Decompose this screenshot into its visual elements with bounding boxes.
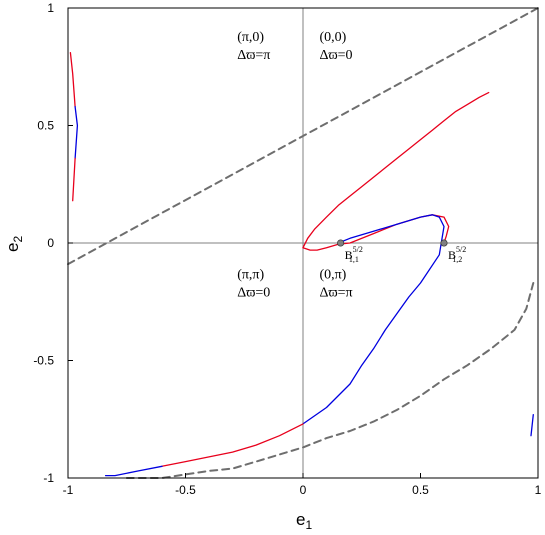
series-line-5 <box>104 465 163 477</box>
y-tick-label-1: -1 <box>43 471 54 485</box>
series-line-9 <box>530 413 534 437</box>
region-annotation-4-line-2: Δϖ=π <box>319 285 352 300</box>
x-tick-label-5: 1 <box>535 483 542 497</box>
series-line-7 <box>74 106 79 160</box>
x-axis-label: e1 <box>296 510 312 532</box>
x-tick-label-2: -0.5 <box>175 483 196 497</box>
region-annotation-3-line-2: Δϖ=0 <box>237 285 270 300</box>
region-annotation-3-line-1: (π,π) <box>237 267 264 282</box>
series-line-10 <box>67 7 539 266</box>
bifurcation-point-2 <box>440 239 448 247</box>
plot-series <box>67 7 539 479</box>
y-axis-label: e2 <box>3 236 25 252</box>
region-annotation-1-line-2: Δϖ=π <box>237 48 270 63</box>
y-tick-label-3: 0 <box>47 236 54 250</box>
bifurcation-label-2: B5/2 1,2 <box>448 245 466 264</box>
bifurcation-label-1: B5/2 1,1 <box>345 245 363 264</box>
series-line-3 <box>302 214 445 425</box>
series-line-1 <box>302 91 490 249</box>
plot-axes: -1 -0.5 0 0.5 1 -1 -0.5 0 0.5 1 <box>33 1 541 497</box>
series-line-6 <box>69 51 76 108</box>
series-line-11 <box>125 282 535 479</box>
bifurcation-point-1 <box>337 239 345 247</box>
plot-lines <box>68 8 538 478</box>
region-annotation-1-line-1: (π,0) <box>237 30 264 45</box>
region-annotation-2-line-1: (0,0) <box>319 30 346 45</box>
y-tick-label-5: 1 <box>47 1 54 15</box>
x-tick-label-3: 0 <box>300 483 307 497</box>
x-tick-label-1: -1 <box>63 483 74 497</box>
x-tick-label-4: 0.5 <box>412 483 429 497</box>
series-line-4 <box>161 423 304 467</box>
plot-annotations: (π,0) Δϖ=π (0,0) Δϖ=0 (π,π) Δϖ=0 (0,π) Δϖ=π <box>237 30 352 300</box>
region-annotation-4-line-1: (0,π) <box>319 267 346 282</box>
series-line-8 <box>72 157 76 202</box>
y-tick-label-4: 0.5 <box>37 119 54 133</box>
region-annotation-2-line-2: Δϖ=0 <box>319 48 352 63</box>
plot-points: B5/2 1,1 B5/2 1,2 <box>337 239 466 264</box>
y-tick-label-2: -0.5 <box>33 354 54 368</box>
series-line-2 <box>302 214 450 251</box>
